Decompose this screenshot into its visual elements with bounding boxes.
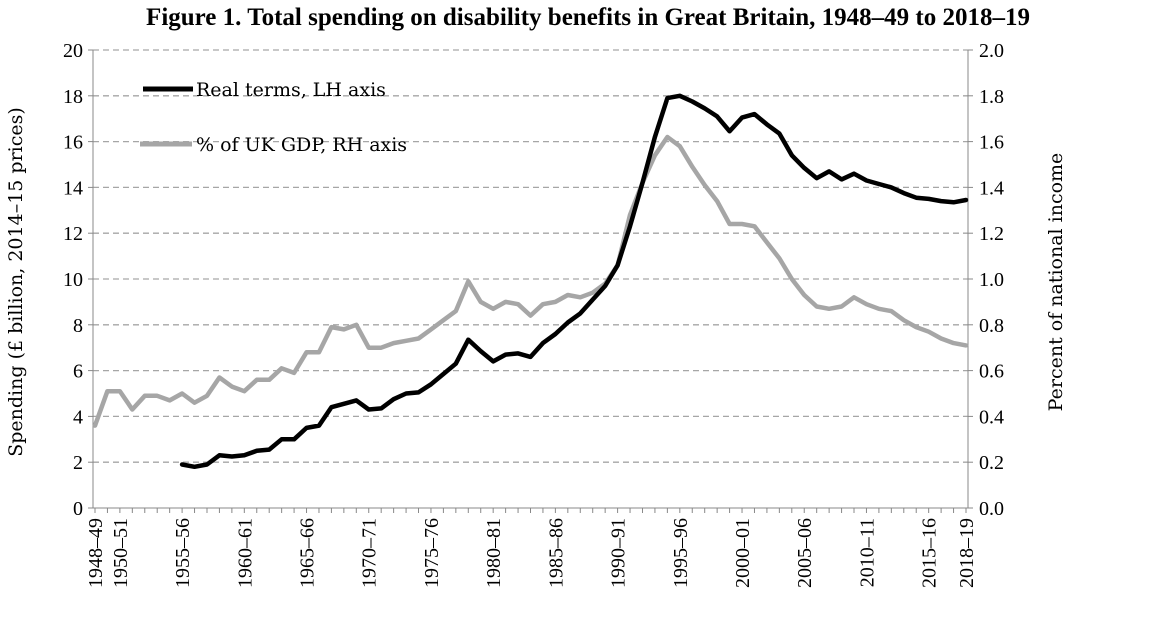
- right-tick-label: 1.2: [979, 223, 1004, 245]
- left-tick-label: 0: [73, 498, 83, 520]
- x-tick-label: 2005–06: [794, 518, 816, 588]
- legend: Real terms, LH axis % of UK GDP, RH axis: [140, 79, 407, 156]
- x-axis-ticks: 1948–49 1950–51 1955–56 1960–61 1965–66 1970–…: [85, 518, 978, 588]
- x-tick-label: 1970–71: [359, 518, 381, 588]
- right-tick-label: 1.0: [979, 269, 1004, 291]
- right-tick-label: 1.4: [979, 177, 1004, 199]
- left-tick-label: 2: [73, 452, 83, 474]
- left-tick-label: 6: [73, 361, 83, 383]
- right-tick-label: 1.8: [979, 86, 1004, 108]
- x-tick-label: 1985–86: [545, 518, 567, 588]
- series-line-gdp-share: [92, 134, 969, 428]
- x-tick-label: 1950–51: [110, 518, 132, 588]
- x-tick-label: 2015–16: [919, 518, 941, 588]
- axes: [88, 49, 973, 513]
- x-tick-label: 2000–01: [732, 518, 754, 588]
- legend-label-real: Real terms, LH axis: [196, 79, 386, 101]
- right-tick-label: 2.0: [979, 40, 1004, 62]
- x-tick-label: 1995–96: [670, 518, 692, 588]
- left-tick-label: 14: [63, 177, 83, 199]
- x-tick-label: 2010–11: [856, 518, 878, 587]
- x-tick-label: 1965–66: [297, 518, 319, 588]
- gridlines: [93, 49, 968, 463]
- right-tick-label: 0.6: [979, 361, 1004, 383]
- x-tick-label: 1980–81: [483, 518, 505, 588]
- right-tick-label: 0.4: [979, 406, 1004, 428]
- x-tick-label: 1975–76: [421, 518, 443, 588]
- left-tick-label: 4: [73, 406, 83, 428]
- right-tick-label: 0.8: [979, 315, 1004, 337]
- right-axis-ticks: 0.0 0.2 0.4 0.6 0.8 1.0 1.2 1.4 1.6 1.8 2.0: [979, 40, 1004, 520]
- x-tick-label: 1960–61: [234, 518, 256, 588]
- left-axis-title: Spending (£ billion, 2014–15 prices): [5, 107, 27, 457]
- right-tick-label: 0.2: [979, 452, 1004, 474]
- left-tick-label: 12: [63, 223, 83, 245]
- left-tick-label: 16: [63, 132, 83, 154]
- left-axis-ticks: 0 2 4 6 8 10 12 14 16 18 20: [63, 40, 83, 520]
- x-tick-label: 1990–91: [608, 518, 630, 588]
- legend-label-gdp: % of UK GDP, RH axis: [196, 134, 407, 156]
- left-tick-label: 18: [63, 86, 83, 108]
- x-tick-label: 2018–19: [956, 518, 978, 588]
- x-tick-label: 1955–56: [172, 518, 194, 588]
- chart-title: Figure 1. Total spending on disability b…: [146, 4, 1030, 31]
- x-tick-label: 1948–49: [85, 518, 107, 588]
- left-tick-label: 10: [63, 269, 83, 291]
- series-lines: [92, 93, 969, 470]
- right-axis-title: Percent of national income: [1045, 153, 1067, 412]
- right-tick-label: 1.6: [979, 132, 1004, 154]
- left-tick-label: 8: [73, 315, 83, 337]
- left-tick-label: 20: [63, 40, 83, 62]
- right-tick-label: 0.0: [979, 498, 1004, 520]
- series-line-real-terms: [179, 93, 969, 470]
